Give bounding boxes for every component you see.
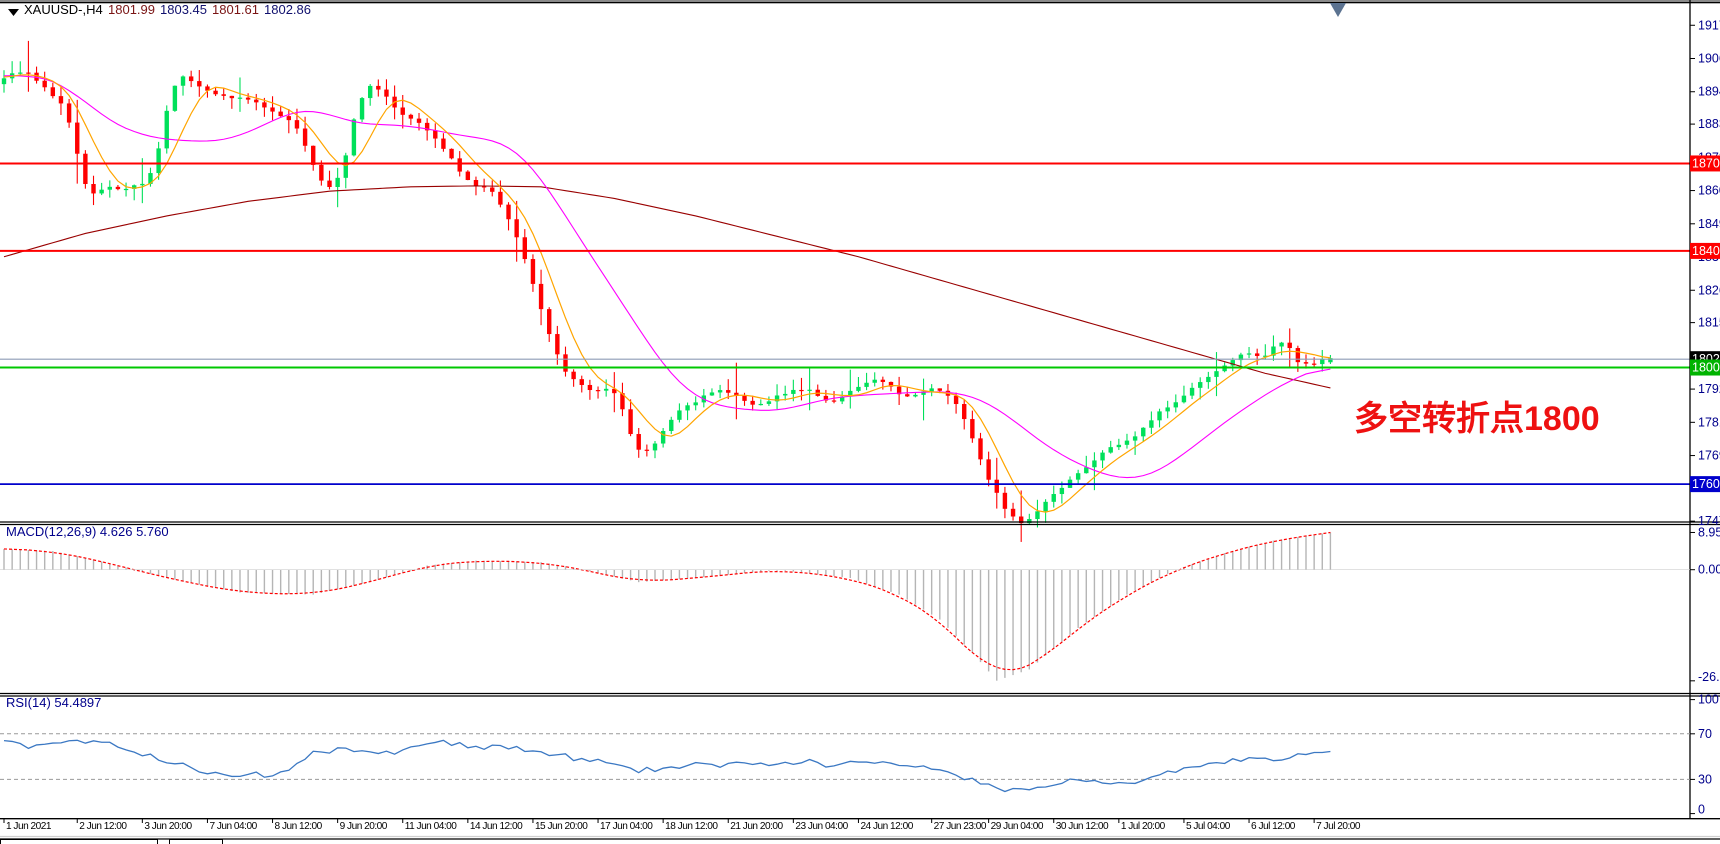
svg-text:18 Jun 12:00: 18 Jun 12:00: [665, 821, 718, 832]
svg-text:1906.00: 1906.00: [1698, 52, 1720, 66]
svg-text:23 Jun 04:00: 23 Jun 04:00: [795, 821, 848, 832]
svg-text:30 Jun 12:00: 30 Jun 12:00: [1056, 821, 1109, 832]
svg-text:8.956: 8.956: [1698, 525, 1720, 539]
svg-text:1801.99: 1801.99: [108, 2, 155, 17]
svg-text:100: 100: [1698, 693, 1719, 707]
svg-text:1 Jun 2021: 1 Jun 2021: [6, 821, 52, 832]
svg-text:1870.00: 1870.00: [1692, 156, 1720, 170]
svg-text:29 Jun 04:00: 29 Jun 04:00: [991, 821, 1044, 832]
svg-text:1840.00: 1840.00: [1692, 244, 1720, 258]
svg-text:1769.80: 1769.80: [1698, 449, 1720, 463]
svg-text:7 Jun 04:00: 7 Jun 04:00: [209, 821, 257, 832]
svg-text:-26.731: -26.731: [1698, 670, 1720, 684]
svg-text:1826.50: 1826.50: [1698, 283, 1720, 297]
svg-text:1792.60: 1792.60: [1698, 382, 1720, 396]
svg-text:1815.40: 1815.40: [1698, 316, 1720, 330]
svg-text:21 Jun 20:00: 21 Jun 20:00: [730, 821, 783, 832]
svg-text:11 Jun 04:00: 11 Jun 04:00: [405, 821, 458, 832]
svg-text:3 Jun 20:00: 3 Jun 20:00: [144, 821, 192, 832]
svg-text:多空转折点1800: 多空转折点1800: [1354, 400, 1600, 438]
svg-text:1760.00: 1760.00: [1692, 477, 1720, 491]
svg-text:8 Jun 12:00: 8 Jun 12:00: [275, 821, 323, 832]
svg-text:0: 0: [1698, 803, 1705, 817]
svg-text:1801.61: 1801.61: [212, 2, 259, 17]
svg-text:70: 70: [1698, 727, 1712, 741]
svg-text:7 Jul 20:00: 7 Jul 20:00: [1316, 821, 1361, 832]
svg-text:0.000: 0.000: [1698, 563, 1720, 577]
svg-text:24 Jun 12:00: 24 Jun 12:00: [860, 821, 913, 832]
svg-text:1849.30: 1849.30: [1698, 217, 1720, 231]
svg-text:1917.40: 1917.40: [1698, 18, 1720, 32]
svg-text:9 Jun 20:00: 9 Jun 20:00: [340, 821, 388, 832]
svg-text:2 Jun 12:00: 2 Jun 12:00: [79, 821, 127, 832]
svg-text:1894.60: 1894.60: [1698, 85, 1720, 99]
svg-text:1 Jul 20:00: 1 Jul 20:00: [1121, 821, 1166, 832]
svg-text:5 Jul 04:00: 5 Jul 04:00: [1186, 821, 1231, 832]
svg-text:6 Jul 12:00: 6 Jul 12:00: [1251, 821, 1296, 832]
svg-text:17 Jun 04:00: 17 Jun 04:00: [600, 821, 653, 832]
svg-text:15 Jun 20:00: 15 Jun 20:00: [535, 821, 588, 832]
svg-text:XAUUSD-,H4: XAUUSD-,H4: [24, 2, 103, 17]
svg-text:1800.00: 1800.00: [1692, 361, 1720, 375]
svg-text:30: 30: [1698, 772, 1712, 786]
svg-text:RSI(14) 54.4897: RSI(14) 54.4897: [6, 695, 101, 710]
svg-text:1860.70: 1860.70: [1698, 184, 1720, 198]
svg-text:1802.86: 1802.86: [264, 2, 311, 17]
svg-text:1803.45: 1803.45: [160, 2, 207, 17]
svg-text:MACD(12,26,9) 4.626 5.760: MACD(12,26,9) 4.626 5.760: [6, 524, 169, 539]
svg-text:27 Jun 23:00: 27 Jun 23:00: [934, 821, 987, 832]
svg-text:1883.50: 1883.50: [1698, 117, 1720, 131]
svg-text:14 Jun 12:00: 14 Jun 12:00: [470, 821, 523, 832]
